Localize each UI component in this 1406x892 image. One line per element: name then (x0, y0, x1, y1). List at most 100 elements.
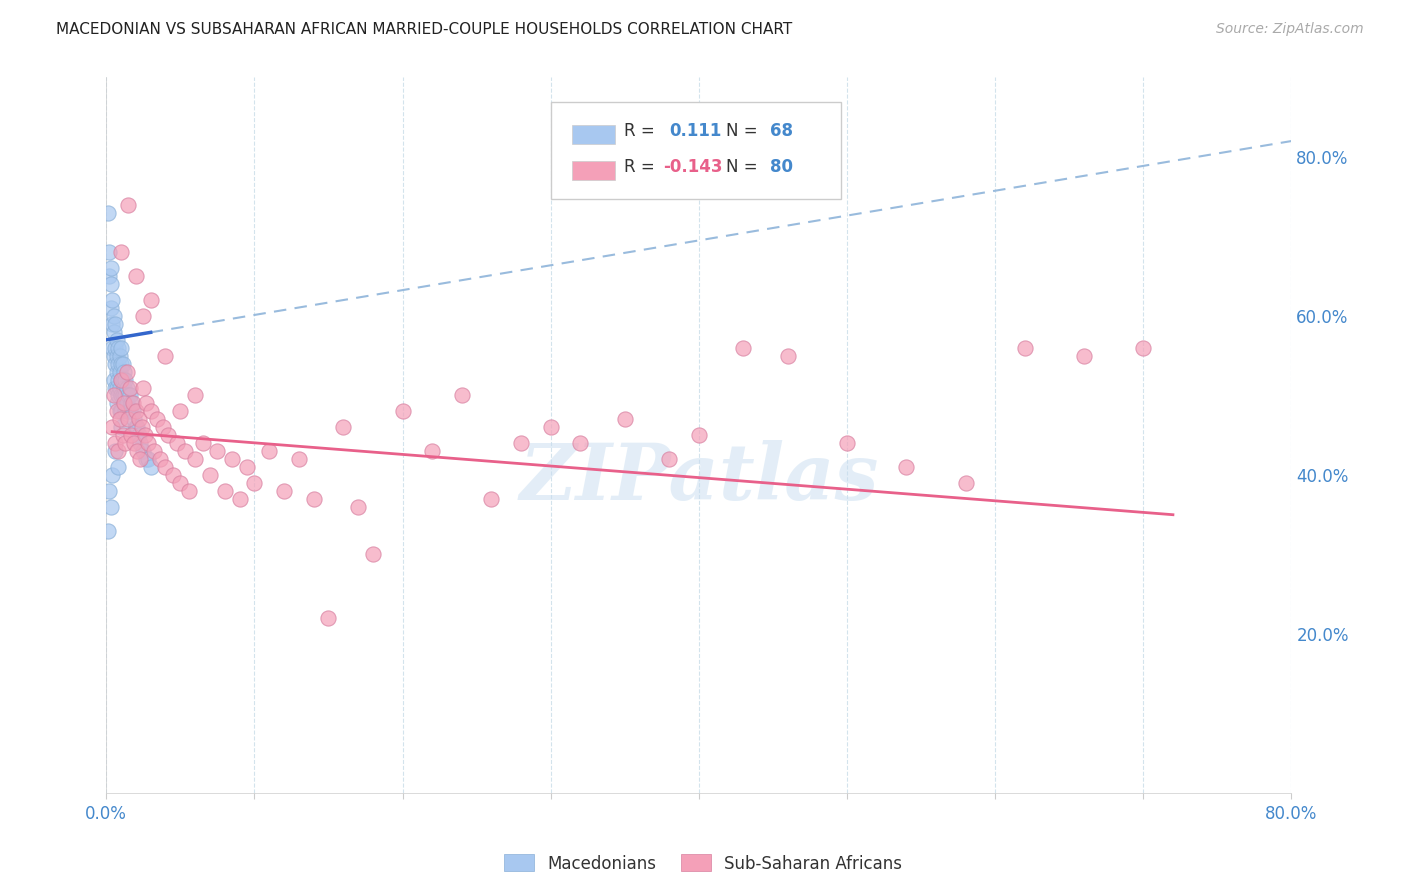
Point (420, 444, 443, 458)
Point (132, 380, 155, 394)
Point (1014, 341, 1036, 355)
Point (112, 396, 135, 410)
Point (347, 500, 370, 514)
Text: R =: R = (624, 122, 655, 140)
Point (128, 412, 150, 426)
Text: 68: 68 (770, 122, 793, 140)
Point (110, 420, 132, 434)
Point (162, 467, 184, 482)
Point (157, 428, 180, 442)
Point (101, 293, 124, 307)
Text: 0.111: 0.111 (669, 122, 721, 140)
Point (135, 452, 157, 467)
Point (98, 245, 121, 260)
Point (98, 269, 121, 284)
Legend: Macedonians, Sub-Saharan Africans: Macedonians, Sub-Saharan Africans (496, 847, 910, 880)
Point (1073, 349, 1095, 363)
Point (105, 333, 128, 347)
Point (125, 404, 148, 418)
Point (481, 491, 503, 506)
Point (104, 444, 127, 458)
Point (100, 261, 122, 276)
Point (115, 365, 138, 379)
Point (142, 444, 165, 458)
Point (145, 412, 167, 426)
Point (122, 404, 145, 418)
Point (179, 483, 201, 498)
Point (835, 436, 858, 450)
Point (122, 396, 145, 410)
Point (105, 404, 128, 418)
Point (228, 491, 250, 506)
Point (120, 428, 142, 442)
Point (733, 341, 755, 355)
Point (103, 373, 125, 387)
Point (191, 436, 214, 450)
Point (110, 245, 132, 260)
Point (103, 388, 125, 402)
Point (105, 396, 128, 410)
Text: N =: N = (725, 122, 758, 140)
Point (97, 524, 120, 538)
Point (112, 396, 135, 410)
Point (896, 460, 918, 475)
Point (111, 388, 134, 402)
Point (613, 412, 636, 426)
Point (136, 452, 159, 467)
Point (136, 436, 159, 450)
Point (117, 404, 139, 418)
Point (450, 388, 472, 402)
Point (155, 460, 177, 475)
Point (107, 444, 129, 458)
Point (391, 404, 413, 418)
Text: N =: N = (725, 158, 758, 176)
Point (101, 467, 124, 482)
Point (134, 428, 156, 442)
Point (107, 460, 129, 475)
Point (104, 436, 127, 450)
Point (108, 365, 131, 379)
Point (114, 404, 136, 418)
Point (129, 452, 152, 467)
Point (288, 452, 311, 467)
Point (139, 404, 162, 418)
Point (104, 317, 127, 331)
Point (125, 420, 148, 434)
Text: MACEDONIAN VS SUBSAHARAN AFRICAN MARRIED-COUPLE HOUSEHOLDS CORRELATION CHART: MACEDONIAN VS SUBSAHARAN AFRICAN MARRIED… (56, 22, 793, 37)
Text: -0.143: -0.143 (664, 158, 723, 176)
Point (111, 373, 134, 387)
Point (128, 428, 150, 442)
Point (257, 444, 280, 458)
Point (214, 483, 236, 498)
Point (107, 341, 129, 355)
Point (152, 420, 174, 434)
Point (107, 357, 129, 371)
Point (135, 396, 157, 410)
Point (115, 396, 138, 410)
Point (97, 205, 120, 219)
Point (112, 380, 135, 394)
Point (184, 388, 207, 402)
Point (100, 277, 122, 292)
Point (132, 309, 155, 323)
Point (103, 309, 125, 323)
Point (101, 420, 124, 434)
Point (302, 491, 325, 506)
Point (100, 301, 122, 315)
Text: Source: ZipAtlas.com: Source: ZipAtlas.com (1216, 22, 1364, 37)
Point (139, 293, 162, 307)
Point (361, 548, 384, 562)
Text: 80: 80 (770, 158, 793, 176)
Point (107, 373, 129, 387)
Point (569, 436, 592, 450)
Point (129, 436, 152, 450)
Point (169, 475, 191, 490)
Point (114, 388, 136, 402)
Point (103, 325, 125, 339)
Point (118, 380, 141, 394)
Point (100, 500, 122, 514)
Point (104, 380, 127, 394)
Point (540, 420, 562, 434)
Point (108, 349, 131, 363)
Point (103, 349, 125, 363)
